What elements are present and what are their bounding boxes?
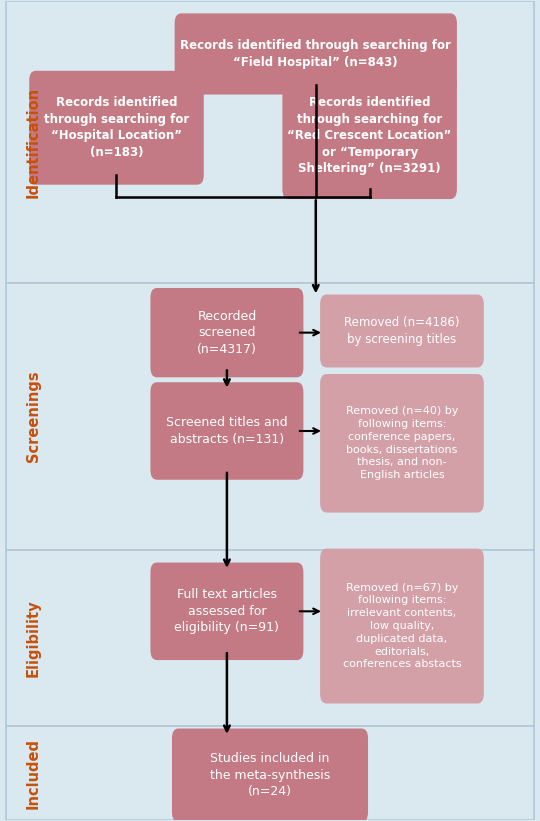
Text: Recorded
screened
(n=4317): Recorded screened (n=4317) (197, 310, 257, 355)
FancyBboxPatch shape (6, 283, 534, 550)
Text: Removed (n=67) by
following items:
irrelevant contents,
low quality,
duplicated : Removed (n=67) by following items: irrel… (343, 583, 461, 669)
Text: Studies included in
the meta-synthesis
(n=24): Studies included in the meta-synthesis (… (210, 752, 330, 798)
Text: Identification: Identification (25, 86, 40, 198)
Text: Removed (n=4186)
by screening titles: Removed (n=4186) by screening titles (344, 316, 460, 346)
FancyBboxPatch shape (29, 71, 204, 185)
FancyBboxPatch shape (320, 374, 484, 512)
Text: Full text articles
assessed for
eligibility (n=91): Full text articles assessed for eligibil… (174, 589, 279, 635)
FancyBboxPatch shape (151, 383, 303, 479)
Text: Records identified through searching for
“Field Hospital” (n=843): Records identified through searching for… (180, 39, 451, 69)
Text: Records identified
through searching for
“Hospital Location”
(n=183): Records identified through searching for… (44, 97, 189, 159)
FancyBboxPatch shape (320, 295, 484, 368)
Text: Removed (n=40) by
following items:
conference papers,
books, dissertations
thesi: Removed (n=40) by following items: confe… (346, 406, 458, 480)
FancyBboxPatch shape (172, 728, 368, 821)
FancyBboxPatch shape (282, 73, 457, 199)
FancyBboxPatch shape (320, 548, 484, 704)
FancyBboxPatch shape (151, 562, 303, 660)
Text: Screenings: Screenings (25, 371, 40, 462)
Text: Eligibility: Eligibility (25, 599, 40, 677)
FancyBboxPatch shape (6, 726, 534, 820)
FancyBboxPatch shape (174, 13, 457, 94)
Text: Records identified
through searching for
“Red Crescent Location”
or “Temporary
S: Records identified through searching for… (287, 96, 452, 176)
Text: Included: Included (25, 738, 40, 809)
FancyBboxPatch shape (6, 1, 534, 283)
FancyBboxPatch shape (151, 288, 303, 378)
Text: Screened titles and
abstracts (n=131): Screened titles and abstracts (n=131) (166, 416, 288, 446)
FancyBboxPatch shape (6, 550, 534, 726)
